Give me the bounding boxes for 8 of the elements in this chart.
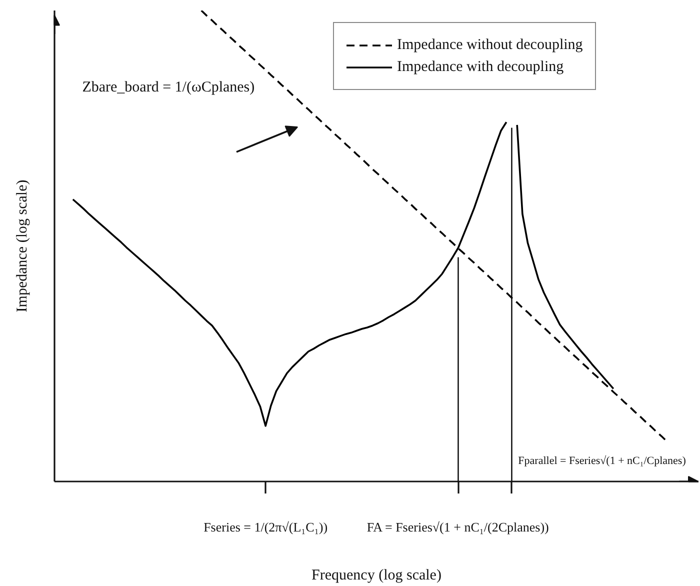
x-tick-label: Fseries = 1/(2π√(L₁C₁)): [204, 520, 328, 534]
x-axis-title: Frequency (log scale): [312, 568, 442, 584]
annotation: Fparallel = Fseries√(1 + nC₁/Cplanes): [518, 454, 686, 467]
x-tick-label: FA = Fseries√(1 + nC₁/(2Cplanes)): [366, 520, 549, 534]
legend-label: Impedance with decoupling: [397, 58, 564, 76]
y-axis-title: Impedance (log scale): [14, 180, 30, 312]
annotation: Zbare_board = 1/(ωCplanes): [82, 79, 255, 96]
legend-label: Impedance without decoupling: [397, 36, 583, 54]
